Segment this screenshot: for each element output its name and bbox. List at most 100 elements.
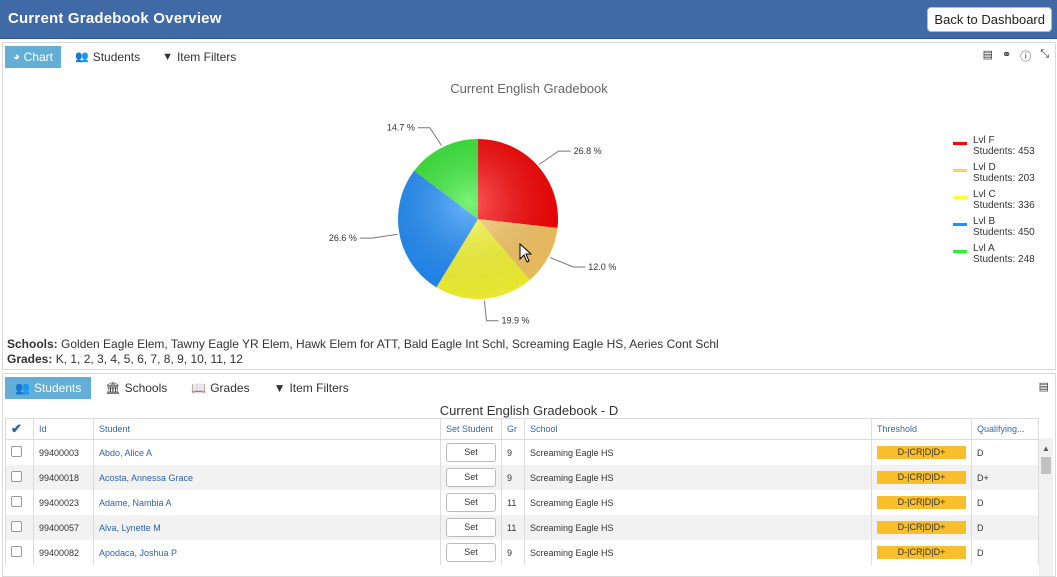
column-header-student[interactable]: Student [93,418,441,440]
table-scrollbar[interactable]: ▲ [1039,438,1053,576]
set-student-button-value[interactable]: Set [446,518,496,537]
legend-swatch [953,223,967,226]
tab-grades-label: Grades [210,381,250,395]
cell-threshold-value: D-|CR|D|D+ [877,546,966,559]
cell-student-value[interactable]: Abdo, Alice A [99,447,153,458]
legend-swatch [953,142,967,145]
legend-series-name: Lvl F [973,135,995,146]
table-row[interactable]: 99400003 Abdo, Alice A Set 9 Screaming Eagle… [5,439,1039,465]
tab-schools[interactable]: 🏛 Schools [95,377,177,399]
cell-student[interactable]: Acosta, Annessa Grace [93,465,441,490]
link-icon[interactable]: ⚭ [1001,49,1012,61]
pie-leader-line [483,300,499,322]
legend-series-name: Lvl D [973,162,996,173]
tab-item-filters-label: Item Filters [176,50,237,64]
cell-school: Screaming Eagle HS [524,465,872,490]
cell-id: 99400082 [33,540,94,565]
table-row[interactable]: 99400018 Acosta, Annessa Grace Set 9 Screami… [5,465,1039,490]
cell-student-value[interactable]: Alva, Lynette M [99,522,161,533]
tab-item-filters[interactable]: ▼ Item Filters [154,46,244,68]
legend-students-count: Students: 336 [973,200,1035,211]
pie-leader-line [550,257,586,268]
collapse-icon[interactable]: ⤡ [1040,48,1049,60]
set-student-button[interactable]: Set [440,439,502,465]
tab-chart[interactable]: ◕ Chart [5,46,61,68]
legend-series-name: Lvl C [973,189,996,200]
row-checkbox-cell [5,439,34,465]
row-checkbox[interactable] [11,496,22,507]
cell-id: 99400018 [33,465,94,490]
scrollbar-thumb[interactable] [1041,457,1051,474]
legend-item[interactable]: Lvl F Students: 453 [951,135,1035,162]
cell-student[interactable]: Abdo, Alice A [93,439,441,465]
legend-students-count: Students: 248 [973,254,1035,265]
mouse-cursor-icon [519,243,533,263]
cell-threshold-value: D-|CR|D|D+ [877,521,966,534]
pie-percent-label: 26.8 % [574,146,602,156]
legend-students-count: Students: 453 [973,146,1035,157]
column-header-set-student[interactable]: Set Student [440,418,502,440]
cell-student-value[interactable]: Apodaca, Joshua P [99,547,178,558]
legend-item[interactable]: Lvl C Students: 336 [951,189,1035,216]
set-student-button[interactable]: Set [440,465,502,490]
cell-student[interactable]: Adame, Nambia A [93,490,441,515]
grades-value: K, 1, 2, 3, 4, 5, 6, 7, 8, 9, 10, 11, 12 [55,352,243,366]
students-panel: 👥 Students 🏛 Schools 📖 Grades ▼ Item Fil… [2,373,1056,577]
info-icon[interactable]: ⓘ [1020,51,1032,63]
set-student-button[interactable]: Set [440,515,502,540]
set-student-button[interactable]: Set [440,540,502,565]
column-header-school[interactable]: School [524,418,872,440]
grid-title: Current English Gradebook - D [439,403,619,418]
panel-toolbar: ▤ ⚭ ⓘ ⤡ [983,48,1049,64]
row-checkbox[interactable] [11,521,22,532]
legend-item[interactable]: Lvl A Students: 248 [951,243,1035,270]
tab-students-label: Students [92,50,141,64]
back-to-dashboard-button[interactable]: Back to Dashboard [927,7,1052,32]
column-header-threshold[interactable]: Threshold [871,418,972,440]
tab-item-filters-2[interactable]: ▼ Item Filters [264,377,359,399]
filter-icon: ▼ [162,51,173,63]
pie-percent-label: 12.0 % [588,262,616,272]
table-row[interactable]: 99400082 Apodaca, Joshua P Set 9 Screaming E… [5,540,1039,565]
set-student-button-value[interactable]: Set [446,443,496,462]
tab-students-list[interactable]: 👥 Students [5,377,92,399]
schools-value: Golden Eagle Elem, Tawny Eagle YR Elem, … [61,337,719,351]
cell-student-value[interactable]: Acosta, Annessa Grace [99,472,194,483]
column-header-qualifying[interactable]: Qualifying... [971,418,1039,440]
select-all-checkbox[interactable]: ✔ [5,418,34,440]
tab-grades[interactable]: 📖 Grades [181,377,259,399]
table-row[interactable]: 99400057 Alva, Lynette M Set 11 Screaming Ea… [5,515,1039,540]
legend-swatch [953,196,967,199]
cell-id: 99400023 [33,490,94,515]
row-checkbox[interactable] [11,546,22,557]
tab-students[interactable]: 👥 Students [67,46,148,68]
cell-student[interactable]: Alva, Lynette M [93,515,441,540]
set-student-button-value[interactable]: Set [446,468,496,487]
legend-item[interactable]: Lvl D Students: 203 [951,162,1035,189]
row-checkbox[interactable] [11,446,22,457]
column-header-gr[interactable]: Gr [501,418,525,440]
set-student-button-value[interactable]: Set [446,543,496,562]
cell-student-value[interactable]: Adame, Nambia A [99,497,172,508]
pie-leader-line [359,233,398,239]
users-icon: 👥 [75,51,89,63]
row-checkbox-cell [5,540,34,565]
export-excel-icon[interactable]: ▤ [1038,381,1049,393]
pie-chart-icon: ◕ [13,51,20,63]
cell-threshold: D-|CR|D|D+ [871,540,972,565]
set-student-button[interactable]: Set [440,490,502,515]
tab-chart-label: Chart [23,50,53,64]
export-file-icon[interactable]: ▤ [982,49,993,61]
legend-students-count: Students: 203 [973,173,1035,184]
legend-item[interactable]: Lvl B Students: 450 [951,216,1035,243]
column-header-id[interactable]: Id [33,418,94,440]
legend-students-count: Students: 450 [973,227,1035,238]
set-student-button-value[interactable]: Set [446,493,496,512]
cell-student[interactable]: Apodaca, Joshua P [93,540,441,565]
scroll-up-arrow-icon[interactable]: ▲ [1042,444,1050,453]
cell-threshold: D-|CR|D|D+ [871,439,972,465]
row-checkbox[interactable] [11,471,22,482]
book-icon: 📖 [191,381,207,395]
table-row[interactable]: 99400023 Adame, Nambia A Set 11 Screaming Ea… [5,490,1039,515]
chart-legend: Lvl F Students: 453 Lvl D Students: 203 Lvl … [951,135,1035,270]
